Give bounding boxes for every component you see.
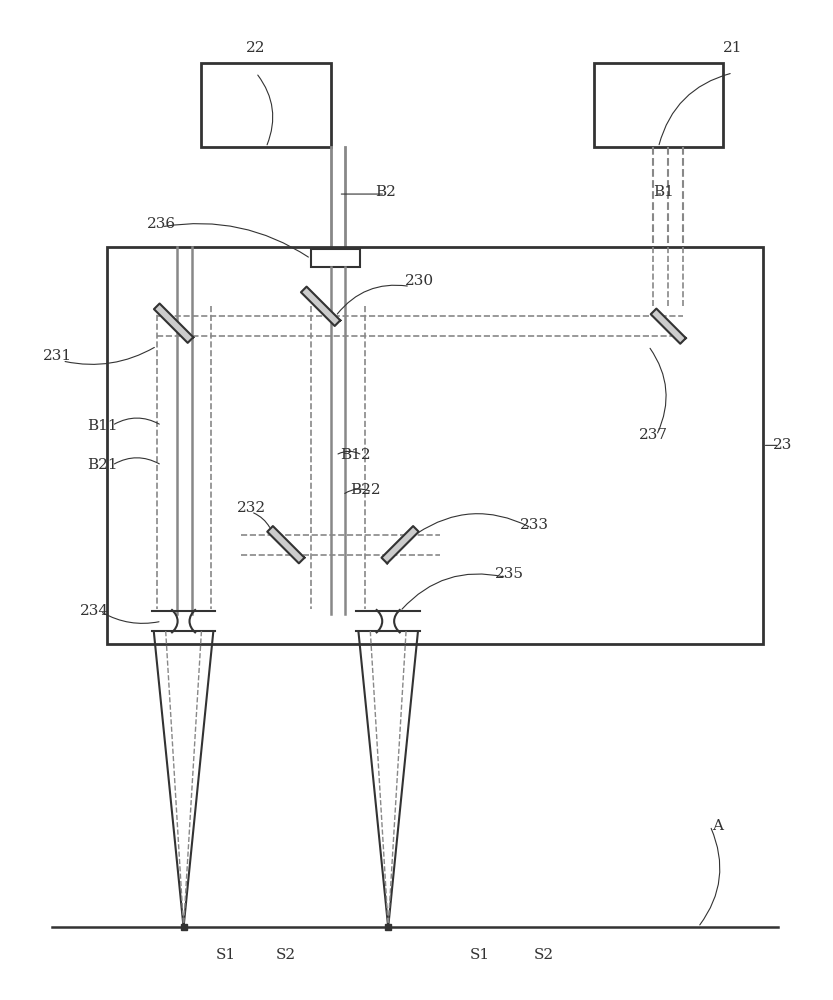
Bar xyxy=(107,247,763,644)
Text: 22: 22 xyxy=(247,41,266,55)
Bar xyxy=(202,63,331,147)
Text: B21: B21 xyxy=(87,458,117,472)
Text: 233: 233 xyxy=(520,518,549,532)
Text: 230: 230 xyxy=(406,274,435,288)
Polygon shape xyxy=(651,309,686,344)
Text: 23: 23 xyxy=(773,438,792,452)
Text: 235: 235 xyxy=(495,567,524,581)
Text: B22: B22 xyxy=(350,483,381,497)
Text: 232: 232 xyxy=(237,501,266,515)
Text: 231: 231 xyxy=(42,349,72,363)
Text: S1: S1 xyxy=(470,948,490,962)
Text: B12: B12 xyxy=(340,448,371,462)
Text: B11: B11 xyxy=(87,419,117,433)
Bar xyxy=(594,63,723,147)
Text: 236: 236 xyxy=(147,217,177,231)
Polygon shape xyxy=(267,526,305,563)
Text: A: A xyxy=(712,819,724,833)
Polygon shape xyxy=(382,526,419,563)
Text: 234: 234 xyxy=(80,604,109,618)
Polygon shape xyxy=(154,304,193,343)
Text: B2: B2 xyxy=(375,185,396,199)
Polygon shape xyxy=(301,287,341,326)
Bar xyxy=(311,249,361,267)
Text: 237: 237 xyxy=(639,428,668,442)
Text: B1: B1 xyxy=(653,185,674,199)
Text: S2: S2 xyxy=(276,948,296,962)
Text: S1: S1 xyxy=(217,948,237,962)
Text: S2: S2 xyxy=(534,948,554,962)
Text: 21: 21 xyxy=(723,41,743,55)
